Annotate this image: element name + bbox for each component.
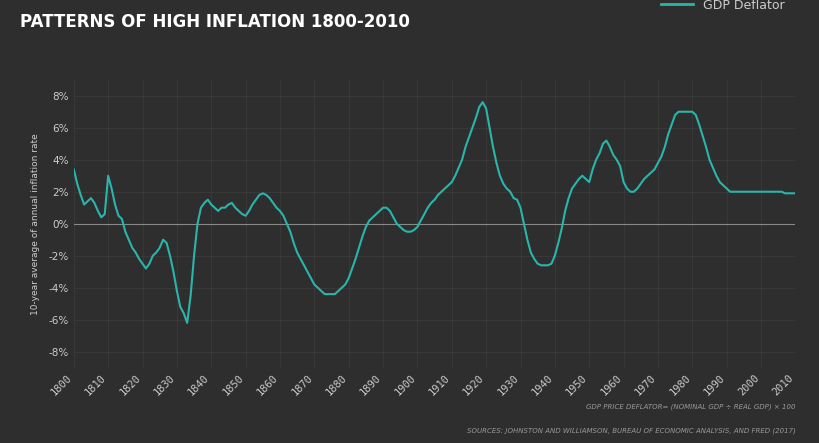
Y-axis label: 10-year average of annual inflation rate: 10-year average of annual inflation rate <box>31 133 40 315</box>
Text: SOURCES: JOHNSTON AND WILLIAMSON, BUREAU OF ECONOMIC ANALYSIS, AND FRED (2017): SOURCES: JOHNSTON AND WILLIAMSON, BUREAU… <box>466 427 794 434</box>
Text: GDP PRICE DEFLATOR= (NOMINAL GDP ÷ REAL GDP) × 100: GDP PRICE DEFLATOR= (NOMINAL GDP ÷ REAL … <box>586 403 794 410</box>
Legend: GDP Deflator: GDP Deflator <box>655 0 788 17</box>
Text: PATTERNS OF HIGH INFLATION 1800-2010: PATTERNS OF HIGH INFLATION 1800-2010 <box>20 13 410 31</box>
